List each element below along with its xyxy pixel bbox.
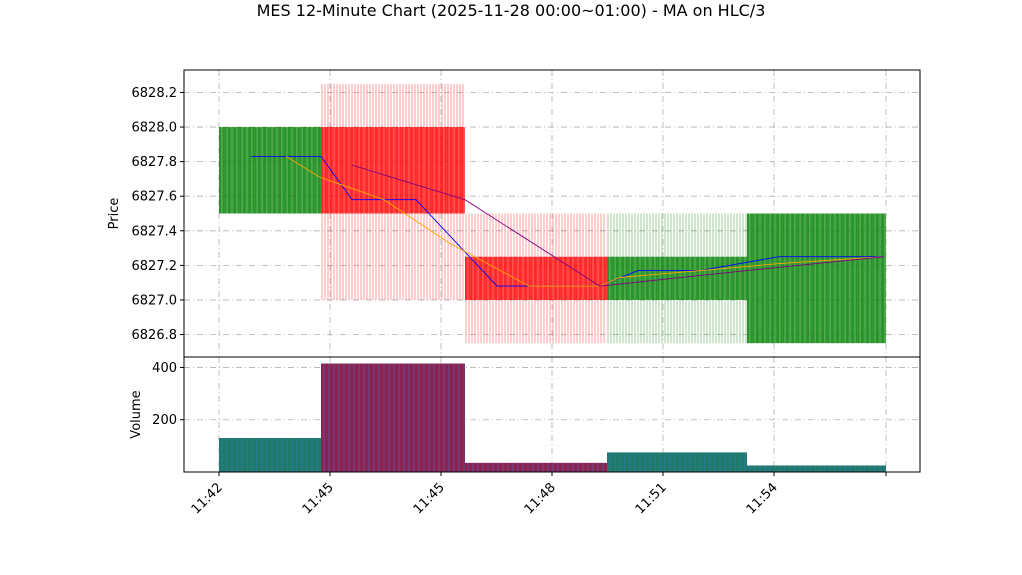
xtick-label: 11:54 xyxy=(744,480,781,517)
candle-body xyxy=(747,213,886,344)
candle xyxy=(465,213,607,344)
ma-line-purple xyxy=(351,164,885,287)
price-panel: 6826.8 6827.0 6827.2 6827.4 6827.6 6827.8 6828… xyxy=(107,69,921,358)
ma-line-orange xyxy=(285,156,885,287)
volume-bar-fill xyxy=(747,465,886,472)
price-ytick-label: 6827.2 xyxy=(132,259,178,274)
candle-body xyxy=(219,127,321,214)
volume-bar-fill xyxy=(607,452,747,472)
volume-bar-fill xyxy=(321,363,465,472)
volume-bar-fill xyxy=(465,462,607,472)
price-ytick-label: 6828.2 xyxy=(132,86,178,101)
volume-ytick-label: 400 xyxy=(152,361,177,376)
volume-bar xyxy=(607,452,747,472)
price-ytick-label: 6827.0 xyxy=(132,293,178,308)
chart-title: MES 12-Minute Chart (2025-11-28 00:00~01… xyxy=(256,1,766,20)
price-ylabel: Price xyxy=(107,198,122,230)
x-axis: 11:42 11:45 11:45 11:48 11:51 11:54 xyxy=(189,472,887,517)
xtick-label: 11:45 xyxy=(300,480,337,517)
volume-panel: 200 400 Volume xyxy=(129,356,921,473)
candle xyxy=(321,83,465,300)
price-ytick-label: 6827.8 xyxy=(132,155,178,170)
volume-bar-fill xyxy=(219,438,321,472)
candle xyxy=(219,127,321,214)
price-ytick-label: 6828.0 xyxy=(132,121,178,136)
xtick-label: 11:42 xyxy=(189,480,226,517)
price-ytick-label: 6826.8 xyxy=(132,328,178,343)
price-ytick-label: 6827.4 xyxy=(132,224,178,239)
xtick-label: 11:48 xyxy=(522,480,559,517)
candle-body xyxy=(321,127,465,214)
price-ytick-label: 6827.6 xyxy=(132,190,178,205)
volume-ytick-label: 200 xyxy=(152,413,177,428)
volume-bar xyxy=(747,465,886,472)
xtick-label: 11:45 xyxy=(411,480,448,517)
volume-bar xyxy=(465,462,607,472)
volume-bar xyxy=(219,438,321,472)
xtick-label: 11:51 xyxy=(633,480,670,517)
volume-bar xyxy=(321,363,465,472)
candle xyxy=(747,213,886,344)
volume-ylabel: Volume xyxy=(129,390,144,438)
